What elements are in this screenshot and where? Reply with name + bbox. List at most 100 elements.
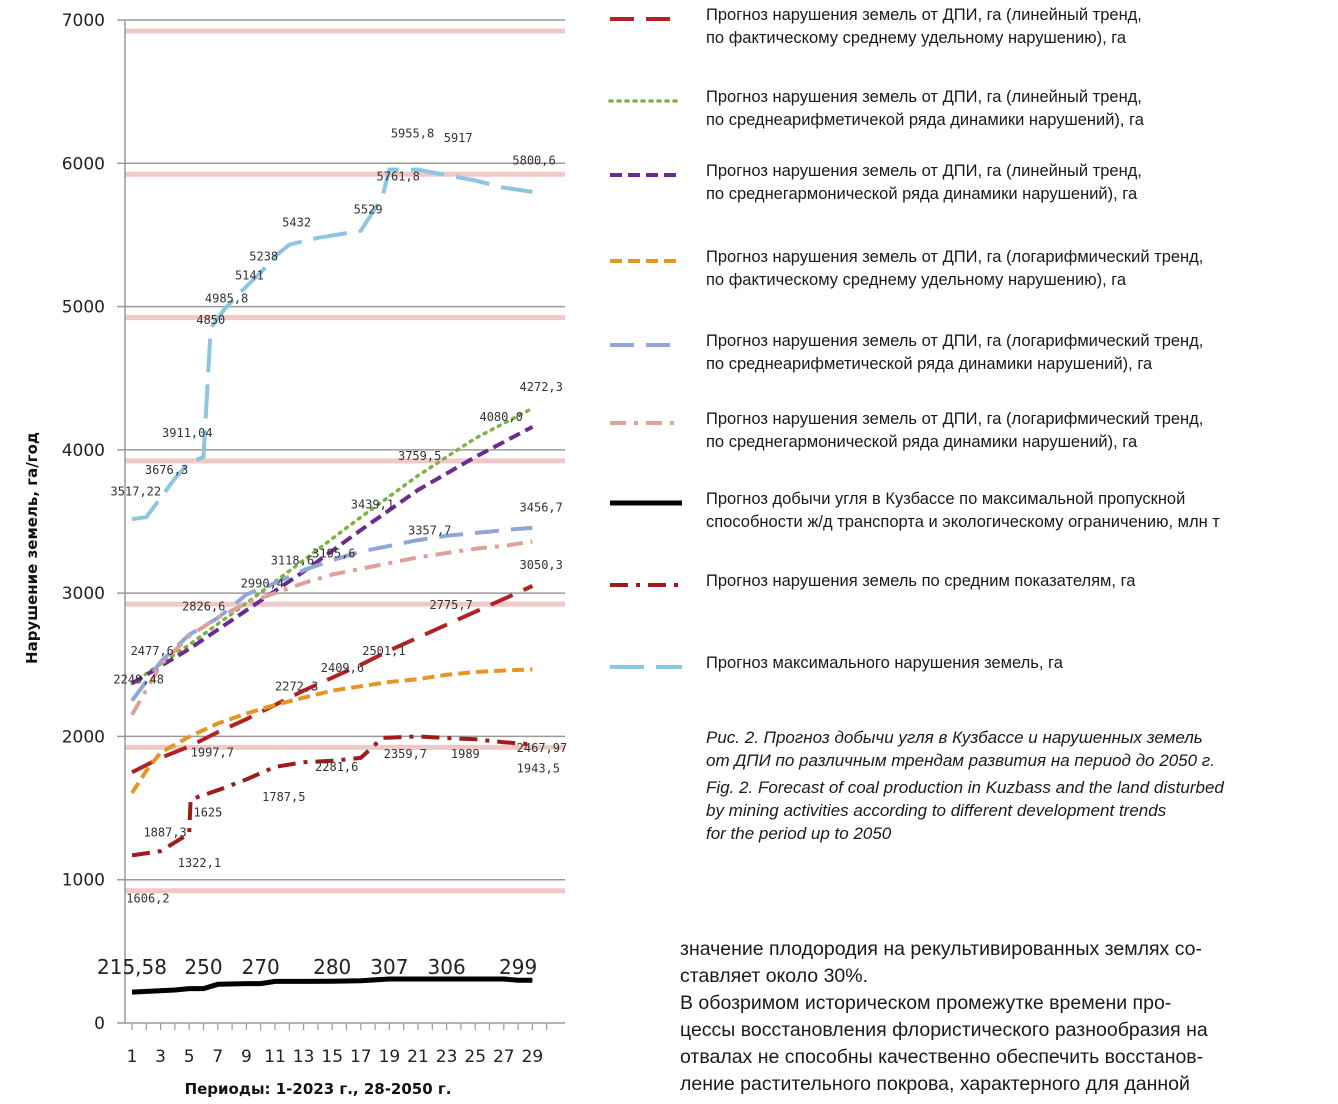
data-label: 2409,6 bbox=[321, 661, 364, 675]
legend-text: Прогноз нарушения земель от ДПИ, га (лин… bbox=[706, 88, 1144, 129]
x-tick-label: 25 bbox=[464, 1047, 486, 1067]
data-label: 2249,48 bbox=[113, 672, 164, 686]
legend-swatch bbox=[610, 500, 682, 506]
x-tick-label: 11 bbox=[264, 1047, 286, 1067]
data-label: 2281,6 bbox=[315, 760, 358, 774]
legend-swatch bbox=[610, 259, 682, 263]
gridlines bbox=[125, 19, 565, 894]
y-tick-label: 3000 bbox=[62, 584, 105, 604]
series-lines bbox=[130, 167, 535, 995]
legend-text: Прогноз нарушения земель от ДПИ, га (лог… bbox=[706, 248, 1204, 289]
legend-swatch bbox=[608, 99, 684, 103]
data-label: 3759,5 bbox=[398, 449, 441, 463]
legend-swatch bbox=[610, 421, 682, 425]
data-label: 3118,6 bbox=[271, 553, 314, 567]
data-label: 2477,6 bbox=[131, 644, 174, 658]
data-label: 5432 bbox=[282, 215, 311, 229]
y-tick-label: 4000 bbox=[62, 441, 105, 461]
body-text: значение плодородия на рекультивированны… bbox=[680, 938, 1208, 1095]
data-labels: 5955,8 5917 5800,6 5761,8 5529 5432 5238 5141 49… bbox=[111, 126, 568, 905]
coal-label: 280 bbox=[313, 955, 351, 979]
data-label: 2990,4 bbox=[241, 576, 284, 590]
data-label: 1943,5 bbox=[517, 761, 560, 775]
data-label: 3676,3 bbox=[145, 463, 188, 477]
x-tick-label: 17 bbox=[350, 1047, 372, 1067]
legend-item-5: Прогноз нарушения земель от ДПИ, га (лог… bbox=[600, 330, 1338, 390]
coal-label: 250 bbox=[184, 955, 222, 979]
data-label: 5529 bbox=[354, 202, 383, 216]
data-label: 2501,1 bbox=[362, 644, 405, 658]
x-tick-label: 13 bbox=[293, 1047, 315, 1067]
data-label: 2272,3 bbox=[275, 680, 318, 694]
legend-text: Прогноз нарушения земель от ДПИ, га (лог… bbox=[706, 410, 1204, 451]
coal-label: 215,58 bbox=[97, 955, 167, 979]
caption-en: Fig. 2. Forecast of coal production in K… bbox=[706, 778, 1224, 843]
data-label: 2826,6 bbox=[182, 599, 225, 613]
data-label: 5238 bbox=[249, 250, 278, 264]
data-label: 3050,3 bbox=[520, 558, 563, 572]
data-label: 1787,5 bbox=[262, 790, 305, 804]
legend-text: Прогноз добычи угля в Кузбассе по максим… bbox=[706, 490, 1220, 531]
data-label: 3195,6 bbox=[312, 546, 355, 560]
x-tick-label: 5 bbox=[184, 1047, 195, 1067]
x-tick-label: 1 bbox=[127, 1047, 138, 1067]
y-tick-label: 7000 bbox=[62, 11, 105, 31]
data-label: 5141 bbox=[235, 268, 264, 282]
x-tick-label: 3 bbox=[155, 1047, 166, 1067]
data-label: 4080,0 bbox=[479, 410, 522, 424]
coal-label: 306 bbox=[428, 955, 466, 979]
data-label: 5917 bbox=[444, 131, 473, 145]
legend-text: Прогноз нарушения земель от ДПИ, га (лин… bbox=[706, 162, 1142, 203]
x-tick-label: 19 bbox=[379, 1047, 401, 1067]
x-tick-label: 29 bbox=[522, 1047, 544, 1067]
series-line-4 bbox=[130, 667, 533, 794]
legend-item-1: Прогноз нарушения земель от ДПИ, га (лин… bbox=[600, 4, 1338, 64]
x-tick-label: 15 bbox=[321, 1047, 343, 1067]
series-line-9 bbox=[131, 167, 533, 521]
data-label: 3911,04 bbox=[162, 426, 213, 440]
legend-swatch bbox=[610, 173, 682, 177]
legend-swatch bbox=[610, 17, 682, 21]
legend-text: Прогноз нарушения земель от ДПИ, га (лин… bbox=[706, 6, 1142, 47]
series-line-3 bbox=[130, 425, 534, 686]
data-label: 5800,6 bbox=[512, 154, 555, 168]
x-tick-label: 23 bbox=[436, 1047, 458, 1067]
legend-swatch bbox=[610, 583, 682, 587]
data-label: 2467,97 bbox=[517, 741, 568, 755]
series-line-2 bbox=[130, 406, 535, 686]
y-tick-label: 5000 bbox=[62, 298, 105, 318]
series-line-7 bbox=[131, 976, 533, 995]
data-label: 1606,2 bbox=[126, 892, 169, 906]
data-label: 1322,1 bbox=[178, 856, 221, 870]
y-tick-label: 6000 bbox=[62, 154, 105, 174]
data-label: 3357,7 bbox=[408, 523, 451, 537]
caption-ru: Рис. 2. Прогноз добычи угля в Кузбассе и… bbox=[706, 728, 1215, 770]
data-label: 2359,7 bbox=[384, 747, 427, 761]
legend-swatch bbox=[610, 343, 682, 347]
y-axis-title: Нарушение земель, га/год bbox=[23, 432, 41, 664]
legend-item-4: Прогноз нарушения земель от ДПИ, га (лог… bbox=[600, 246, 1338, 306]
legend-text: Прогноз максимального нарушения земель, … bbox=[706, 654, 1063, 672]
data-label: 4272,3 bbox=[520, 380, 563, 394]
series-line-8 bbox=[131, 734, 533, 858]
coal-label: 299 bbox=[499, 955, 537, 979]
data-label: 5955,8 bbox=[391, 126, 434, 140]
coal-label: 307 bbox=[370, 955, 408, 979]
data-label: 4850 bbox=[196, 313, 225, 327]
data-label: 4985,8 bbox=[205, 291, 248, 305]
data-label: 1989 bbox=[451, 747, 480, 761]
data-label: 5761,8 bbox=[377, 169, 420, 183]
x-tick-labels: 1 3 5 7 9 11 13 15 17 19 21 23 25 27 29 bbox=[127, 1023, 548, 1067]
coal-point-labels: 215,58 250 270 280 307 306 299 bbox=[97, 955, 537, 979]
x-tick-label: 21 bbox=[407, 1047, 429, 1067]
legend-item-9: Прогноз максимального нарушения земель, … bbox=[600, 652, 1338, 712]
y-tick-label: 1000 bbox=[62, 871, 105, 891]
y-tick-labels: 0 1000 2000 3000 4000 5000 6000 7000 bbox=[62, 11, 125, 1034]
data-label: 1887,3 bbox=[143, 826, 186, 840]
data-label: 3517,22 bbox=[111, 485, 162, 499]
series-line-1 bbox=[131, 584, 534, 775]
y-tick-label: 0 bbox=[94, 1014, 105, 1034]
legend-text: Прогноз нарушения земель от ДПИ, га (лог… bbox=[706, 332, 1204, 373]
data-label: 3439,1 bbox=[351, 498, 394, 512]
